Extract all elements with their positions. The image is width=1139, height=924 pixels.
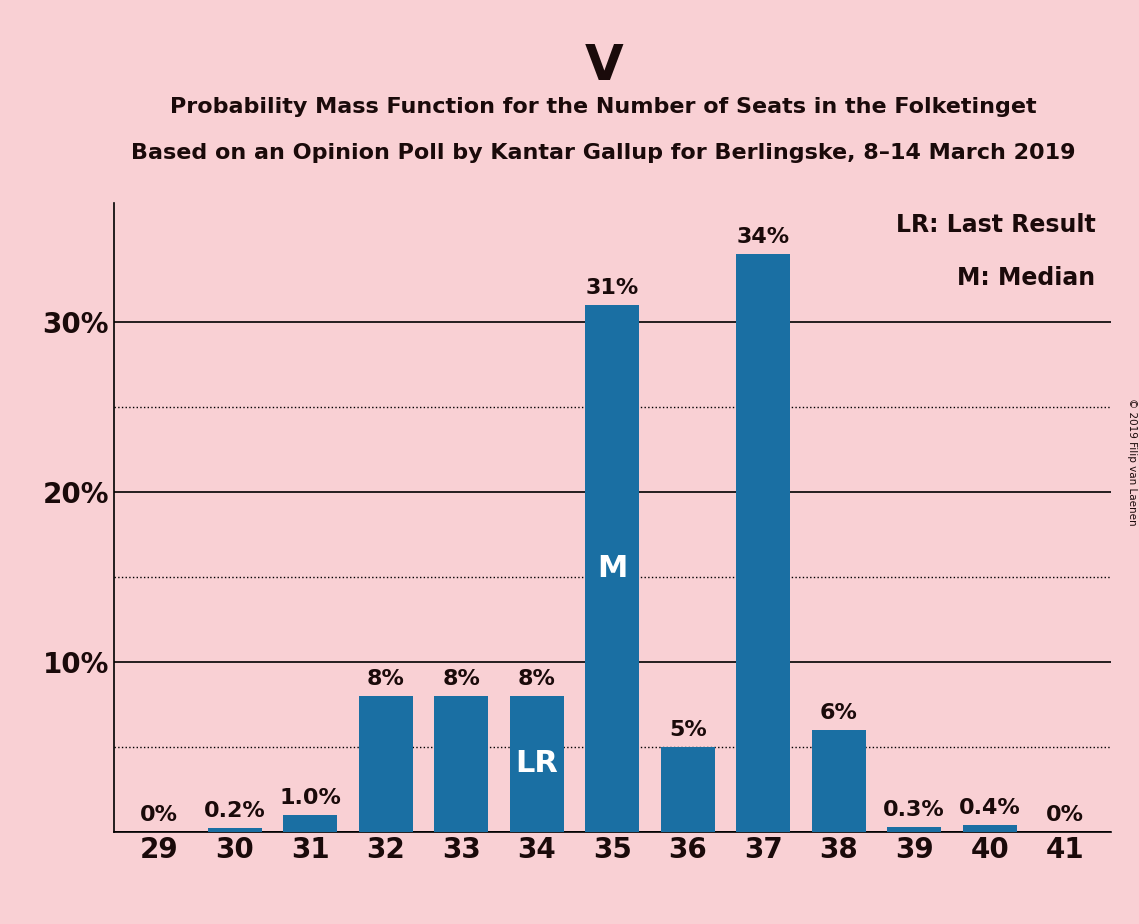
Text: 0%: 0% (140, 805, 178, 825)
Text: 0%: 0% (1047, 805, 1084, 825)
Bar (509, 696, 564, 832)
Text: © 2019 Filip van Laenen: © 2019 Filip van Laenen (1126, 398, 1137, 526)
Text: 5%: 5% (669, 720, 706, 740)
Text: 0.3%: 0.3% (884, 799, 945, 820)
Text: 8%: 8% (442, 669, 481, 689)
Bar (887, 826, 942, 832)
Text: 31%: 31% (585, 278, 639, 298)
Text: Probability Mass Function for the Number of Seats in the Folketinget: Probability Mass Function for the Number… (171, 97, 1036, 117)
Bar (585, 305, 639, 832)
Bar (736, 254, 790, 832)
Bar (434, 696, 489, 832)
Text: 0.2%: 0.2% (204, 801, 265, 821)
Text: M: Median: M: Median (958, 266, 1096, 290)
Text: LR: Last Result: LR: Last Result (896, 213, 1096, 237)
Text: 34%: 34% (737, 227, 789, 248)
Bar (811, 730, 866, 832)
Text: LR: LR (515, 749, 558, 778)
Text: 6%: 6% (820, 703, 858, 723)
Text: 8%: 8% (518, 669, 556, 689)
Bar (962, 825, 1017, 832)
Text: V: V (584, 42, 623, 90)
Bar (359, 696, 413, 832)
Text: 1.0%: 1.0% (279, 788, 342, 808)
Text: 0.4%: 0.4% (959, 798, 1021, 818)
Bar (661, 747, 715, 832)
Bar (207, 828, 262, 832)
Text: Based on an Opinion Poll by Kantar Gallup for Berlingske, 8–14 March 2019: Based on an Opinion Poll by Kantar Gallu… (131, 143, 1076, 164)
Text: M: M (597, 553, 628, 583)
Bar (282, 815, 337, 832)
Text: 8%: 8% (367, 669, 404, 689)
